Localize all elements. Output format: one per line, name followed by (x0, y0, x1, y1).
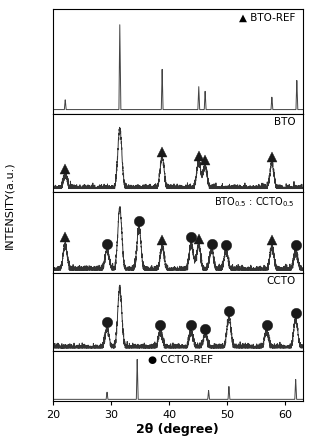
Text: ● CCTO-REF: ● CCTO-REF (148, 355, 213, 365)
Text: ▲ BTO-REF: ▲ BTO-REF (239, 13, 295, 23)
Text: CCTO: CCTO (266, 276, 295, 286)
Text: BTO: BTO (274, 117, 295, 127)
Text: BTO$_{0.5}$ : CCTO$_{0.5}$: BTO$_{0.5}$ : CCTO$_{0.5}$ (214, 195, 295, 209)
Text: INTENSITY(a.u.): INTENSITY(a.u.) (4, 161, 14, 249)
X-axis label: 2θ (degree): 2θ (degree) (136, 423, 219, 436)
